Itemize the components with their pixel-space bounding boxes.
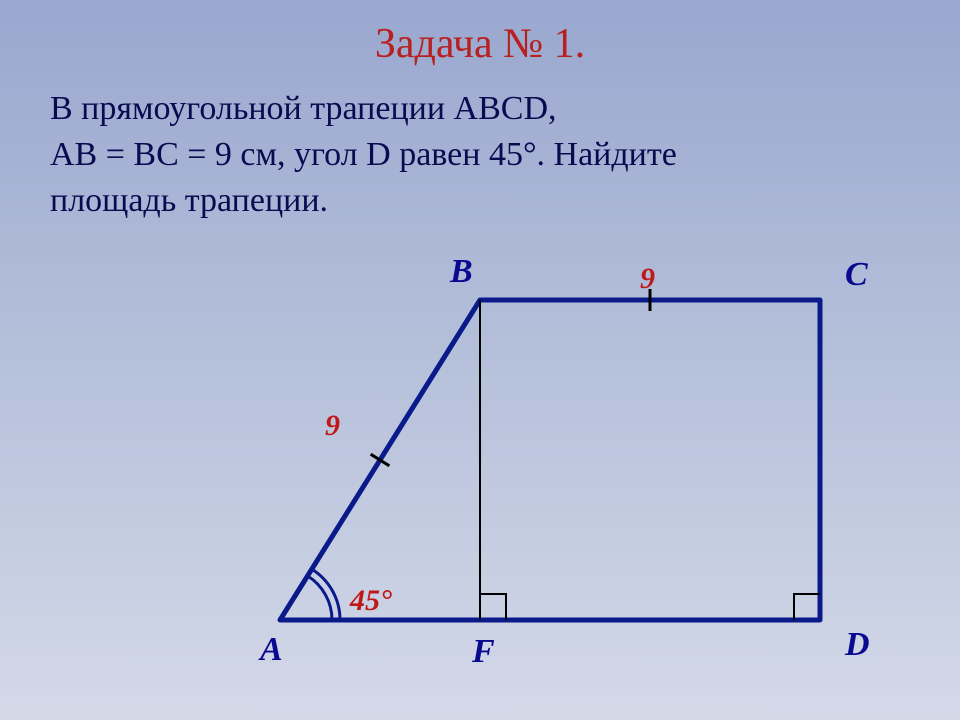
angle-label-a: 45°	[349, 584, 392, 617]
point-label-d: D	[844, 626, 870, 663]
length-label-bc: 9	[640, 262, 655, 295]
diagram-svg: A B C D F 9 9 45°	[220, 230, 920, 700]
right-angle-mark-f	[480, 594, 506, 620]
point-label-f: F	[471, 633, 495, 670]
slide-content: Задача № 1. В прямоугольной трапеции ABC…	[0, 0, 960, 720]
point-label-c: C	[845, 256, 868, 293]
problem-line: AB = BC = 9 см, угол D равен 45°. Найдит…	[50, 132, 910, 178]
problem-line: В прямоугольной трапеции ABCD,	[50, 86, 910, 132]
geometry-diagram: A B C D F 9 9 45°	[220, 230, 920, 700]
problem-line: площадь трапеции.	[50, 178, 910, 224]
right-angle-mark-d	[794, 594, 820, 620]
point-label-a: A	[258, 631, 283, 668]
point-label-b: B	[449, 253, 473, 290]
trapezoid-outline	[280, 300, 820, 620]
problem-title: Задача № 1.	[50, 20, 910, 68]
problem-statement: В прямоугольной трапеции ABCD, AB = BC =…	[50, 86, 910, 224]
length-label-ab: 9	[325, 409, 340, 442]
